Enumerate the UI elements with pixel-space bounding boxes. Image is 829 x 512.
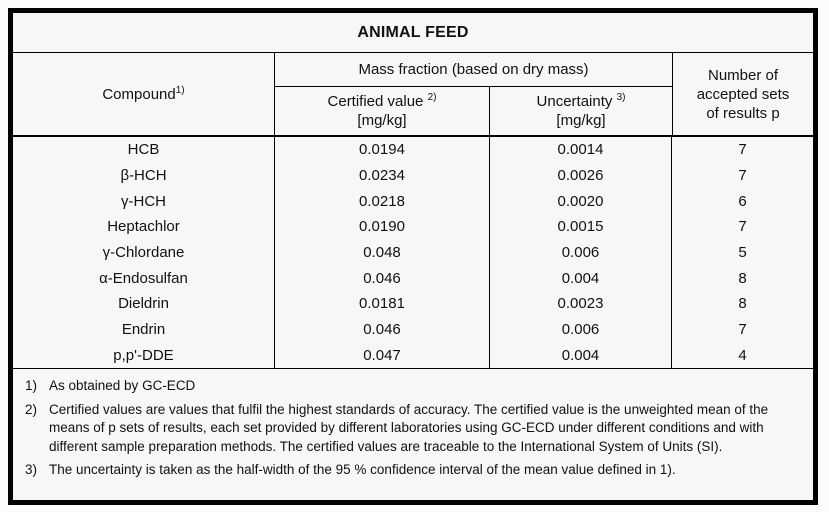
certified-value-cell: 0.048 bbox=[275, 239, 490, 266]
compound-cell: Dieldrin bbox=[13, 290, 275, 317]
compound-cell: γ-HCH bbox=[13, 188, 275, 214]
footnote-2-text: Certified values are values that fulfil … bbox=[49, 401, 769, 454]
footnote-1-text: As obtained by GC-ECD bbox=[49, 378, 196, 393]
compound-column-header: Compound1) bbox=[13, 53, 275, 135]
certified-value-label: Certified value 2) bbox=[327, 92, 437, 111]
compound-cell: Heptachlor bbox=[13, 213, 275, 240]
footnote-3-marker: 3) bbox=[25, 462, 38, 477]
uncertainty-cell: 0.0015 bbox=[490, 213, 672, 240]
compound-cell: HCB bbox=[13, 137, 275, 163]
mass-fraction-column-group: Mass fraction (based on dry mass) Certif… bbox=[275, 53, 672, 135]
accepted-sets-cell: 7 bbox=[738, 218, 747, 236]
footnote-ref-1: 1) bbox=[175, 84, 185, 96]
footnote-3: 3) The uncertainty is taken as the half-… bbox=[23, 461, 803, 480]
results-column-header: Number of accepted sets of results p bbox=[672, 53, 813, 135]
compound-cell: γ-Chlordane bbox=[13, 239, 275, 266]
certified-value-cell: 0.0194 bbox=[275, 137, 490, 163]
uncertainty-cell: 0.004 bbox=[490, 342, 672, 368]
footnote-3-text: The uncertainty is taken as the half-wid… bbox=[49, 462, 676, 477]
footnotes: 1) As obtained by GC-ECD 2) Certified va… bbox=[13, 369, 813, 500]
compound-cell: α-Endosulfan bbox=[13, 265, 275, 291]
accepted-sets-cell: 7 bbox=[738, 141, 747, 159]
accepted-sets-cell: 5 bbox=[738, 243, 747, 261]
mass-fraction-subheaders: Certified value 2) [mg/kg] Uncertainty 3… bbox=[275, 87, 672, 135]
certified-value-cell: 0.0190 bbox=[275, 213, 490, 240]
uncertainty-cell: 0.006 bbox=[490, 316, 672, 343]
compound-cell: β-HCH bbox=[13, 162, 275, 189]
uncertainty-label: Uncertainty 3) bbox=[536, 92, 626, 111]
uncertainty-cell: 0.0014 bbox=[490, 137, 672, 163]
certified-value-cell: 0.0181 bbox=[275, 290, 490, 317]
certified-value-header: Certified value 2) [mg/kg] bbox=[275, 87, 490, 135]
footnote-2-marker: 2) bbox=[25, 401, 38, 417]
uncertainty-unit: [mg/kg] bbox=[556, 112, 606, 129]
uncertainty-header: Uncertainty 3) [mg/kg] bbox=[490, 87, 672, 135]
table-title: ANIMAL FEED bbox=[13, 13, 813, 53]
compound-header-label: Compound1) bbox=[102, 84, 185, 103]
uncertainty-cell: 0.0020 bbox=[490, 188, 672, 214]
mass-fraction-header: Mass fraction (based on dry mass) bbox=[275, 53, 672, 87]
accepted-sets-cell: 8 bbox=[738, 269, 747, 287]
certified-value-cell: 0.046 bbox=[275, 316, 490, 343]
uncertainty-cell: 0.0026 bbox=[490, 162, 672, 189]
uncertainty-cell: 0.006 bbox=[490, 239, 672, 266]
footnote-ref-3: 3) bbox=[616, 92, 626, 103]
footnote-1: 1) As obtained by GC-ECD bbox=[23, 377, 803, 396]
accepted-sets-cell: 4 bbox=[738, 346, 747, 364]
footnote-2: 2) Certified values are values that fulf… bbox=[23, 401, 803, 457]
certified-value-cell: 0.047 bbox=[275, 342, 490, 368]
certified-value-unit: [mg/kg] bbox=[357, 112, 407, 129]
accepted-sets-cell: 7 bbox=[738, 166, 747, 184]
table-header: Compound1) Mass fraction (based on dry m… bbox=[13, 53, 813, 137]
certified-value-cell: 0.046 bbox=[275, 265, 490, 291]
footnote-1-marker: 1) bbox=[25, 378, 38, 393]
accepted-sets-cell: 7 bbox=[738, 320, 747, 338]
accepted-sets-cell: 8 bbox=[738, 295, 747, 313]
certified-value-cell: 0.0218 bbox=[275, 188, 490, 214]
compound-cell: Endrin bbox=[13, 316, 275, 343]
table-body: HCB 0.0194 0.0014 7 β-HCH 0.0234 0.0026 … bbox=[13, 137, 813, 369]
footnote-ref-2: 2) bbox=[427, 92, 437, 103]
uncertainty-cell: 0.004 bbox=[490, 265, 672, 291]
certificate-table: ANIMAL FEED Compound1) Mass fraction (ba… bbox=[8, 8, 818, 505]
certified-value-cell: 0.0234 bbox=[275, 162, 490, 189]
accepted-sets-cell: 6 bbox=[738, 192, 747, 210]
uncertainty-cell: 0.0023 bbox=[490, 290, 672, 317]
compound-cell: p,p'-DDE bbox=[13, 342, 275, 368]
